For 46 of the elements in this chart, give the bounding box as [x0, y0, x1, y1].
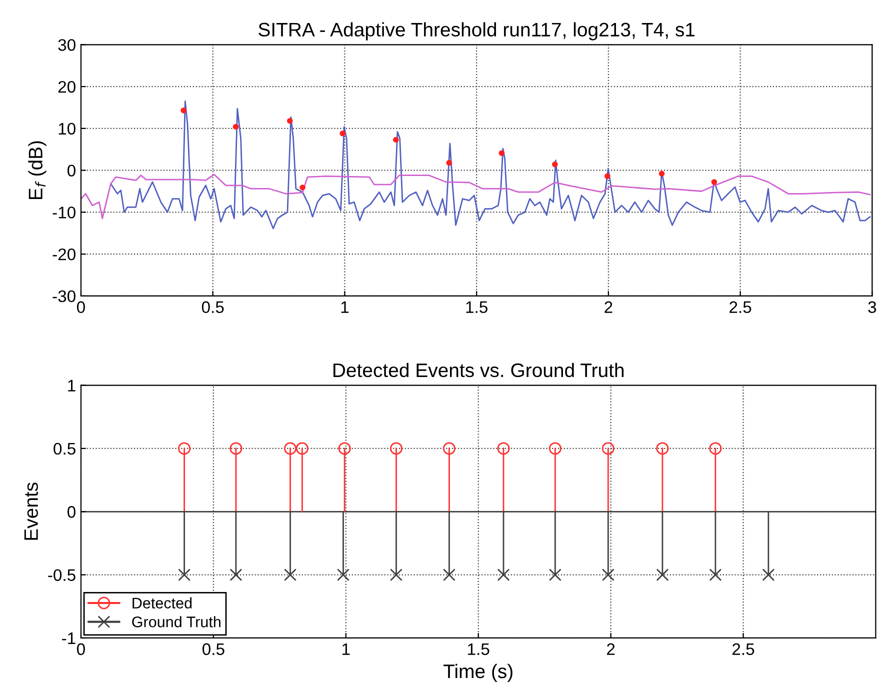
x-tick-label: 0.5: [202, 301, 224, 314]
point: [340, 130, 346, 136]
point: [711, 179, 718, 185]
x-tick-label: 0: [76, 301, 85, 314]
y-tick-label: 1: [68, 380, 76, 392]
x-tick-label: 1: [342, 643, 350, 655]
x-tick-label: 2.5: [730, 301, 752, 314]
x-tick-label: 1: [341, 301, 349, 313]
line-series: [80, 174, 871, 220]
point: [658, 170, 665, 177]
x-axis-title: Time (s): [444, 664, 512, 682]
point: [300, 184, 306, 190]
legend-label: Detected: [132, 597, 192, 608]
y-tick-label: 10: [58, 122, 76, 135]
y-tick-label: 30: [58, 39, 76, 51]
point: [392, 136, 399, 143]
line-series: [110, 100, 871, 230]
chart-title: Detected Events vs. Ground Truth: [334, 362, 624, 378]
y-tick-label: -1: [62, 632, 76, 644]
x-tick-label: 0: [76, 643, 85, 656]
y-axis-title: Events: [24, 482, 38, 540]
x-tick-label: 2: [607, 643, 615, 655]
legend-label: Ground Truth: [132, 616, 220, 628]
y-axis-title: E$_{f}$ (dB): [28, 141, 46, 200]
x-tick-label: 0.5: [202, 643, 224, 656]
chart-title: SITRA - Adaptive Threshold run117, log213, T4, s1: [258, 22, 695, 40]
y-tick-label: 0: [68, 164, 76, 177]
point: [604, 173, 610, 180]
point: [446, 160, 452, 166]
y-tick-label: 0.5: [54, 442, 76, 455]
y-tick-label: -0.5: [48, 569, 76, 582]
point: [498, 150, 505, 156]
x-tick-label: 2: [604, 301, 612, 313]
x-tick-label: 3: [868, 301, 876, 314]
point: [286, 118, 293, 124]
point: [180, 108, 186, 114]
y-tick-label: -30: [52, 290, 76, 302]
y-tick-label: -10: [52, 206, 76, 218]
x-tick-label: 2.5: [732, 643, 754, 656]
y-tick-label: -20: [52, 248, 76, 260]
y-tick-label: 0: [68, 506, 76, 518]
x-tick-label: 1.5: [466, 301, 488, 314]
y-tick-label: 20: [58, 80, 76, 93]
x-tick-label: 1.5: [468, 643, 490, 656]
point: [232, 124, 239, 130]
point: [552, 162, 558, 168]
